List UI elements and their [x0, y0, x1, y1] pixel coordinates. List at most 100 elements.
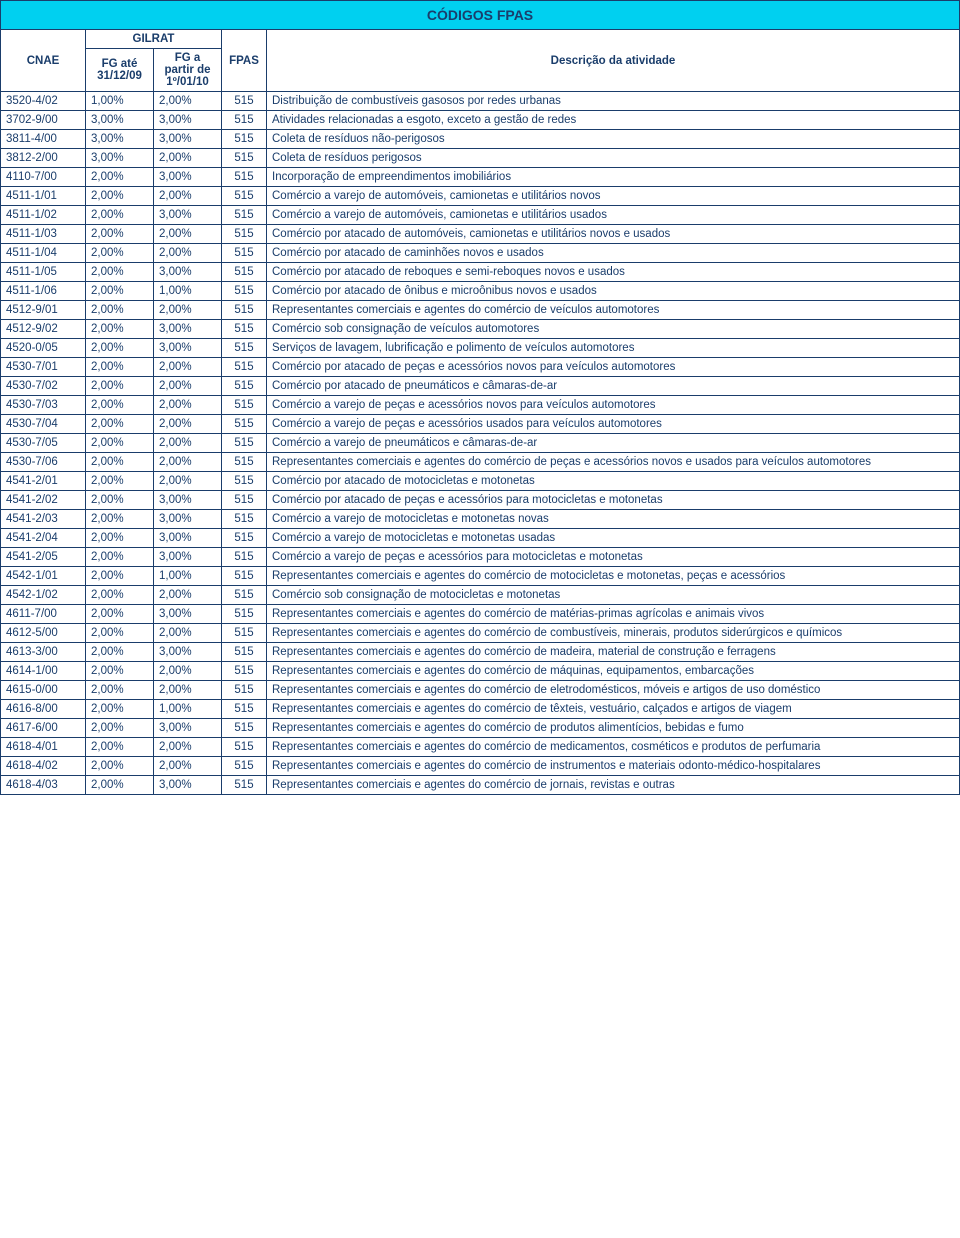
- cell-desc: Comércio por atacado de ônibus e microôn…: [267, 282, 960, 301]
- cell-desc: Comércio a varejo de motocicletas e moto…: [267, 510, 960, 529]
- cell-fg2: 2,00%: [154, 92, 222, 111]
- cell-cnae: 3811-4/00: [1, 130, 86, 149]
- cell-fpas: 515: [222, 301, 267, 320]
- cell-fg2: 3,00%: [154, 168, 222, 187]
- cell-fpas: 515: [222, 643, 267, 662]
- header-fg-apartir: FG a partir de 1º/01/10: [154, 49, 222, 92]
- cell-fg1: 2,00%: [86, 377, 154, 396]
- cell-cnae: 4511-1/05: [1, 263, 86, 282]
- table-row: 4541-2/022,00%3,00%515Comércio por ataca…: [1, 491, 960, 510]
- cell-fg1: 2,00%: [86, 700, 154, 719]
- cell-desc: Representantes comerciais e agentes do c…: [267, 301, 960, 320]
- cell-fpas: 515: [222, 662, 267, 681]
- cell-fg1: 2,00%: [86, 776, 154, 795]
- cell-cnae: 4612-5/00: [1, 624, 86, 643]
- cell-fpas: 515: [222, 130, 267, 149]
- cell-fg2: 2,00%: [154, 472, 222, 491]
- cell-desc: Comércio por atacado de caminhões novos …: [267, 244, 960, 263]
- cell-fg1: 2,00%: [86, 472, 154, 491]
- cell-fg1: 2,00%: [86, 187, 154, 206]
- cell-fg2: 2,00%: [154, 662, 222, 681]
- cell-cnae: 4541-2/02: [1, 491, 86, 510]
- table-row: 4512-9/022,00%3,00%515Comércio sob consi…: [1, 320, 960, 339]
- cell-fpas: 515: [222, 548, 267, 567]
- cell-cnae: 4511-1/04: [1, 244, 86, 263]
- cell-desc: Representantes comerciais e agentes do c…: [267, 700, 960, 719]
- cell-desc: Comércio sob consignação de veículos aut…: [267, 320, 960, 339]
- header-row-1: CNAE GILRAT FPAS Descrição da atividade: [1, 30, 960, 49]
- cell-cnae: 4511-1/02: [1, 206, 86, 225]
- table-row: 3811-4/003,00%3,00%515Coleta de resíduos…: [1, 130, 960, 149]
- table-row: 4611-7/002,00%3,00%515Representantes com…: [1, 605, 960, 624]
- cell-fg2: 2,00%: [154, 434, 222, 453]
- cell-fg2: 2,00%: [154, 377, 222, 396]
- cell-fg2: 2,00%: [154, 738, 222, 757]
- table-row: 4511-1/062,00%1,00%515Comércio por ataca…: [1, 282, 960, 301]
- cell-fpas: 515: [222, 282, 267, 301]
- cell-fpas: 515: [222, 510, 267, 529]
- table-row: 4530-7/062,00%2,00%515Representantes com…: [1, 453, 960, 472]
- cell-fg1: 2,00%: [86, 225, 154, 244]
- cell-desc: Distribuição de combustíveis gasosos por…: [267, 92, 960, 111]
- cell-fg2: 2,00%: [154, 225, 222, 244]
- cell-fg2: 2,00%: [154, 149, 222, 168]
- cell-desc: Representantes comerciais e agentes do c…: [267, 681, 960, 700]
- cell-fg1: 2,00%: [86, 244, 154, 263]
- cell-fg2: 3,00%: [154, 548, 222, 567]
- cell-fg1: 2,00%: [86, 681, 154, 700]
- header-fg-ate: FG até 31/12/09: [86, 49, 154, 92]
- cell-cnae: 4615-0/00: [1, 681, 86, 700]
- cell-cnae: 4541-2/05: [1, 548, 86, 567]
- cell-cnae: 4511-1/01: [1, 187, 86, 206]
- cell-fpas: 515: [222, 681, 267, 700]
- cell-fpas: 515: [222, 719, 267, 738]
- table-row: 4110-7/002,00%3,00%515Incorporação de em…: [1, 168, 960, 187]
- cell-fg2: 2,00%: [154, 358, 222, 377]
- cell-desc: Comércio por atacado de peças e acessóri…: [267, 358, 960, 377]
- cell-fg2: 2,00%: [154, 453, 222, 472]
- cell-fg1: 2,00%: [86, 510, 154, 529]
- cell-cnae: 4530-7/01: [1, 358, 86, 377]
- cell-desc: Comércio por atacado de reboques e semi-…: [267, 263, 960, 282]
- cell-fpas: 515: [222, 700, 267, 719]
- cell-fg1: 2,00%: [86, 624, 154, 643]
- cell-fpas: 515: [222, 738, 267, 757]
- cell-fg2: 3,00%: [154, 643, 222, 662]
- cell-cnae: 4530-7/03: [1, 396, 86, 415]
- cell-fg2: 3,00%: [154, 263, 222, 282]
- cell-cnae: 4618-4/03: [1, 776, 86, 795]
- cell-fg2: 2,00%: [154, 586, 222, 605]
- cell-cnae: 4530-7/02: [1, 377, 86, 396]
- cell-fg2: 2,00%: [154, 396, 222, 415]
- table-row: 4512-9/012,00%2,00%515Representantes com…: [1, 301, 960, 320]
- table-row: 4511-1/042,00%2,00%515Comércio por ataca…: [1, 244, 960, 263]
- cell-fpas: 515: [222, 415, 267, 434]
- table-row: 4530-7/012,00%2,00%515Comércio por ataca…: [1, 358, 960, 377]
- cell-fg1: 2,00%: [86, 396, 154, 415]
- cell-fpas: 515: [222, 244, 267, 263]
- cell-fg1: 2,00%: [86, 738, 154, 757]
- cell-fg1: 2,00%: [86, 719, 154, 738]
- cell-fg1: 2,00%: [86, 491, 154, 510]
- cell-desc: Representantes comerciais e agentes do c…: [267, 567, 960, 586]
- cell-fg2: 3,00%: [154, 206, 222, 225]
- cell-fg1: 3,00%: [86, 111, 154, 130]
- table-row: 4541-2/032,00%3,00%515Comércio a varejo …: [1, 510, 960, 529]
- cell-cnae: 4511-1/06: [1, 282, 86, 301]
- cell-fpas: 515: [222, 776, 267, 795]
- cell-desc: Comércio a varejo de automóveis, camione…: [267, 187, 960, 206]
- table-row: 4613-3/002,00%3,00%515Representantes com…: [1, 643, 960, 662]
- cell-fg2: 3,00%: [154, 111, 222, 130]
- cell-cnae: 4613-3/00: [1, 643, 86, 662]
- cell-fg2: 3,00%: [154, 605, 222, 624]
- cell-fg1: 2,00%: [86, 757, 154, 776]
- cell-desc: Representantes comerciais e agentes do c…: [267, 662, 960, 681]
- table-row: 4618-4/022,00%2,00%515Representantes com…: [1, 757, 960, 776]
- cell-desc: Atividades relacionadas a esgoto, exceto…: [267, 111, 960, 130]
- cell-cnae: 4530-7/05: [1, 434, 86, 453]
- cell-fpas: 515: [222, 206, 267, 225]
- cell-cnae: 4617-6/00: [1, 719, 86, 738]
- cell-desc: Comércio a varejo de peças e acessórios …: [267, 548, 960, 567]
- table-row: 4541-2/012,00%2,00%515Comércio por ataca…: [1, 472, 960, 491]
- cell-fg2: 1,00%: [154, 282, 222, 301]
